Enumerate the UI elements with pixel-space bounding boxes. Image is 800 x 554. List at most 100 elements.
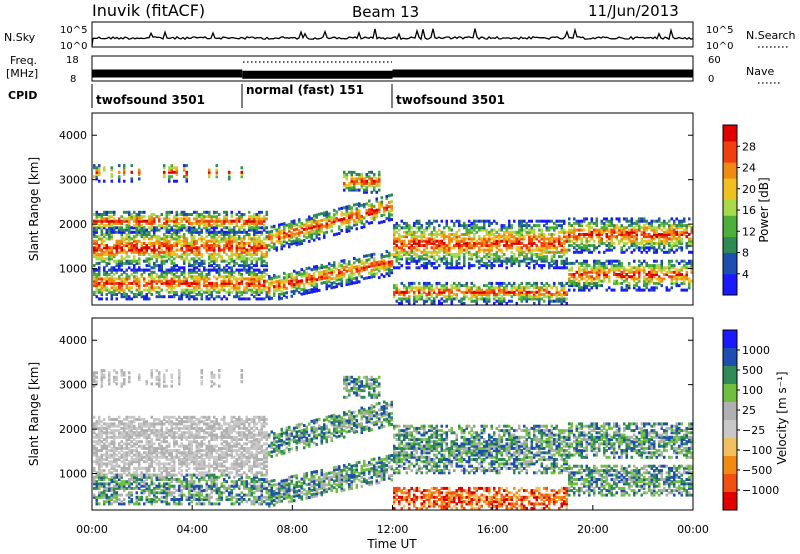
power-cell <box>568 237 571 241</box>
power-cell <box>500 248 503 252</box>
power-cell <box>468 244 471 248</box>
power-cell <box>135 295 138 299</box>
power-cell <box>668 270 671 274</box>
power-cell <box>320 229 323 233</box>
power-cell <box>510 226 513 230</box>
power-cell <box>213 257 216 261</box>
power-cell <box>493 264 496 268</box>
power-cell <box>113 293 116 296</box>
power-cell <box>615 224 618 228</box>
power-cell <box>388 265 391 269</box>
power-cell <box>228 273 231 276</box>
power-cell <box>325 282 328 286</box>
power-cell <box>245 221 248 225</box>
power-cell <box>368 258 371 262</box>
power-cell <box>628 281 631 285</box>
power-cell <box>380 266 383 270</box>
power-cell <box>410 230 413 234</box>
power-cell <box>268 277 271 281</box>
power-cell <box>463 293 466 296</box>
power-cell <box>210 237 213 241</box>
power-cell <box>628 246 631 250</box>
power-cell <box>605 288 608 292</box>
power-cell <box>460 239 463 243</box>
power-cell <box>173 221 176 225</box>
power-cell <box>330 268 333 272</box>
power-cell <box>348 262 351 266</box>
power-cell <box>530 235 533 239</box>
power-cell <box>405 221 408 225</box>
power-cell <box>258 235 261 239</box>
power-cell <box>118 261 121 265</box>
power-cell <box>193 244 196 248</box>
power-cell <box>308 282 311 286</box>
power-cell <box>115 250 118 254</box>
power-cell <box>143 233 146 236</box>
power-cell <box>155 215 158 219</box>
power-cell <box>183 290 186 294</box>
power-cell <box>98 261 101 265</box>
power-cell <box>140 293 143 296</box>
power-cell <box>133 250 136 254</box>
power-cell <box>165 217 168 221</box>
power-cell <box>183 281 186 285</box>
power-cell <box>658 237 661 241</box>
power-cell <box>168 248 171 252</box>
power-cell <box>173 268 176 272</box>
power-cell <box>98 255 101 259</box>
power-cell <box>538 246 541 250</box>
power-cell <box>100 277 103 281</box>
power-cell <box>668 233 671 236</box>
power-cell <box>95 248 98 252</box>
power-cell <box>355 214 358 217</box>
power-cell <box>570 224 573 228</box>
power-cell <box>245 253 248 256</box>
power-cell <box>385 272 388 276</box>
power-cell <box>543 257 546 261</box>
power-cell <box>265 230 268 234</box>
power-cell <box>220 268 223 272</box>
power-cell <box>603 264 606 268</box>
power-cell <box>245 257 248 261</box>
power-cell <box>108 279 111 283</box>
power-cell <box>255 250 258 254</box>
power-cell <box>158 264 161 268</box>
power-cell <box>458 250 461 254</box>
power-cell <box>643 217 646 221</box>
power-cell <box>435 259 438 263</box>
power-cell <box>238 277 241 281</box>
power-cell <box>210 286 213 290</box>
power-cell <box>595 246 598 250</box>
power-cell <box>180 219 183 223</box>
power-cell <box>323 213 326 217</box>
power-cell <box>630 233 633 236</box>
power-cell <box>128 228 131 232</box>
power-cell <box>273 280 276 284</box>
power-cell <box>135 261 138 265</box>
power-cell <box>95 286 98 290</box>
power-cell <box>165 277 168 281</box>
power-cell <box>528 228 531 232</box>
power-cell <box>490 248 493 252</box>
power-cell <box>650 288 653 292</box>
power-cell <box>355 265 358 269</box>
power-cell <box>110 277 113 281</box>
power-cell <box>323 274 326 278</box>
power-cell <box>110 257 113 261</box>
power-cell <box>423 264 426 268</box>
power-cell <box>593 270 596 274</box>
power-cell <box>110 253 113 256</box>
power-cell <box>268 275 271 279</box>
power-cell <box>233 237 236 241</box>
power-cell <box>643 230 646 234</box>
power-cell <box>383 263 386 267</box>
power-cell <box>330 286 333 290</box>
power-cell <box>190 277 193 281</box>
power-cell <box>533 259 536 263</box>
power-cell <box>373 268 376 272</box>
power-cell <box>595 230 598 234</box>
power-cell <box>170 288 173 292</box>
power-cell <box>398 237 401 241</box>
power-cell <box>663 273 666 276</box>
